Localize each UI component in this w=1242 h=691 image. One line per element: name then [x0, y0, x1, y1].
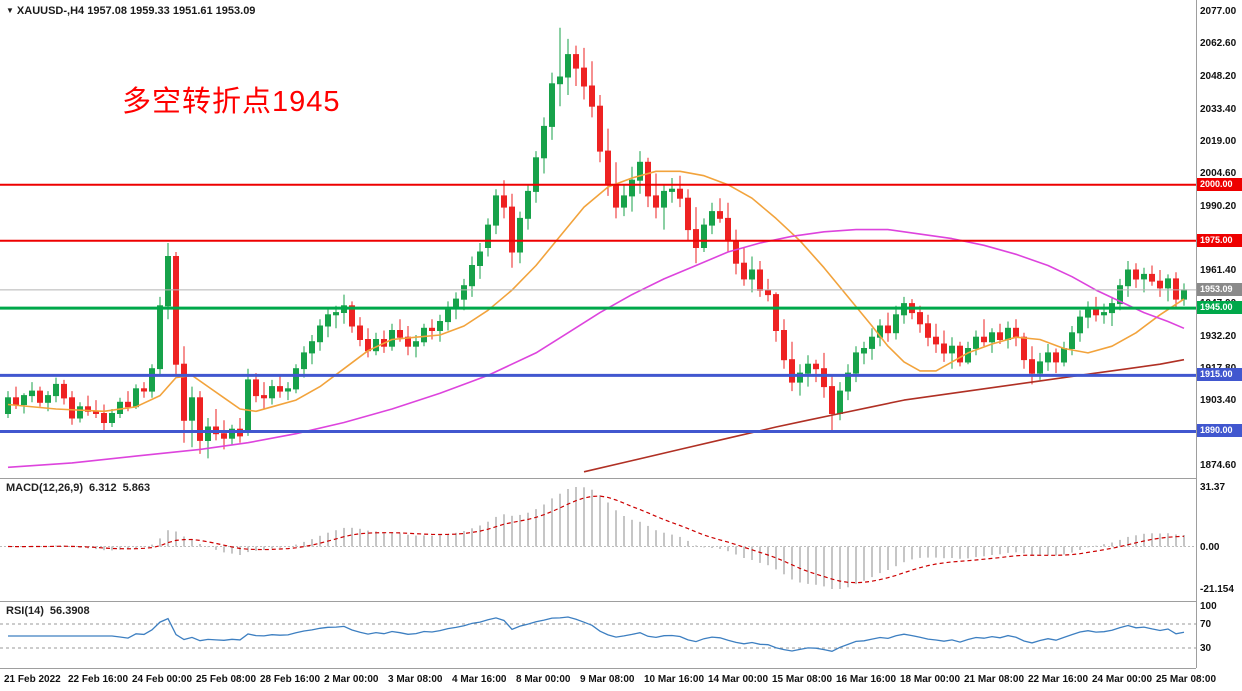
axis-tick-label: 1874.60 — [1200, 460, 1237, 471]
axis-tick-label: 30 — [1200, 643, 1212, 654]
axis-tick-label: 2062.60 — [1200, 38, 1237, 49]
macd-value-main: 6.312 — [89, 482, 117, 494]
price-level-badge: 1915.00 — [1197, 368, 1242, 381]
macd-signal-line — [7, 495, 1185, 584]
axis-tick-label: 2033.40 — [1200, 104, 1237, 115]
symbol-info-bar: ▼ XAUUSD-,H4 1957.08 1959.33 1951.61 1953… — [6, 5, 255, 17]
macd-plot[interactable] — [0, 479, 1196, 601]
chart-annotation-text: 多空转折点1945 — [122, 86, 341, 118]
price-level-badge: 1945.00 — [1197, 301, 1242, 314]
rsi-plot[interactable] — [0, 602, 1196, 668]
axis-tick-label: -21.154 — [1200, 584, 1234, 595]
macd-histogram — [15, 487, 1185, 589]
collapse-arrow-icon[interactable]: ▼ — [6, 6, 14, 15]
axis-tick-label: 1990.20 — [1200, 201, 1237, 212]
time-axis-label: 25 Mar 08:00 — [1156, 674, 1217, 685]
axis-tick-label: 31.37 — [1200, 482, 1226, 493]
time-axis[interactable]: 21 Feb 2022 22 Feb 16:00 24 Feb 00:00 25 Fe… — [0, 669, 1242, 691]
rsi-indicator-panel[interactable]: RSI(14) 56.3908 — [0, 602, 1196, 669]
time-axis-label: 15 Mar 08:00 — [772, 674, 833, 685]
time-axis-label: 22 Mar 16:00 — [1028, 674, 1089, 685]
axis-tick-label: 100 — [1200, 601, 1217, 612]
ma-mid-magenta — [7, 228, 1185, 469]
axis-tick-label: 70 — [1200, 619, 1212, 630]
macd-indicator-panel[interactable]: MACD(12,26,9) 6.312 5.863 — [0, 479, 1196, 602]
time-axis-label: 21 Mar 08:00 — [964, 674, 1025, 685]
price-chart-panel[interactable]: ▼ XAUUSD-,H4 1957.08 1959.33 1951.61 1953… — [0, 0, 1196, 479]
axis-tick-label: 0.00 — [1200, 542, 1220, 553]
time-axis-label: 21 Feb 2022 — [4, 674, 61, 685]
rsi-name: RSI(14) — [6, 605, 44, 617]
price-axis[interactable]: 2077.00 2062.60 2048.20 2033.40 2019.00 2004.… — [1196, 0, 1242, 668]
time-axis-label: 28 Feb 16:00 — [260, 674, 321, 685]
macd-indicator-label: MACD(12,26,9) 6.312 5.863 — [6, 482, 156, 494]
horizontal-levels-layer — [0, 183, 1196, 433]
time-axis-label: 24 Mar 00:00 — [1092, 674, 1153, 685]
candlestick-chart[interactable] — [0, 0, 1196, 478]
time-axis-label: 24 Feb 00:00 — [132, 674, 193, 685]
rsi-line — [8, 616, 1185, 652]
rsi-value: 56.3908 — [49, 605, 90, 617]
price-level-badge: 2000.00 — [1197, 178, 1242, 191]
axis-tick-label: 2077.00 — [1200, 6, 1237, 17]
axis-tick-label: 1903.40 — [1200, 395, 1237, 406]
moving-averages-layer — [7, 170, 1185, 473]
time-axis-label: 18 Mar 00:00 — [900, 674, 961, 685]
axis-tick-label: 2019.00 — [1200, 136, 1237, 147]
symbol-ohlc-text: XAUUSD-,H4 1957.08 1959.33 1951.61 1953.… — [16, 5, 256, 17]
ma-slow-darkred — [583, 358, 1185, 473]
time-axis-label: 25 Feb 08:00 — [196, 674, 257, 685]
macd-name: MACD(12,26,9) — [6, 482, 84, 494]
time-axis-label: 22 Feb 16:00 — [68, 674, 129, 685]
ma-fast-orange — [7, 170, 1185, 413]
time-axis-label: 4 Mar 16:00 — [452, 674, 507, 685]
price-level-badge: 1975.00 — [1197, 234, 1242, 247]
axis-tick-label: 1932.20 — [1200, 331, 1237, 342]
time-axis-label: 9 Mar 08:00 — [580, 674, 635, 685]
axis-tick-label: 2004.60 — [1200, 168, 1237, 179]
rsi-indicator-label: RSI(14) 56.3908 — [6, 605, 96, 617]
time-axis-label: 8 Mar 00:00 — [516, 674, 571, 685]
time-axis-label: 10 Mar 16:00 — [644, 674, 705, 685]
axis-tick-label: 2048.20 — [1200, 71, 1237, 82]
macd-value-signal: 5.863 — [122, 482, 151, 494]
time-axis-label: 3 Mar 08:00 — [388, 674, 443, 685]
time-axis-label: 2 Mar 00:00 — [324, 674, 379, 685]
axis-tick-label: 1961.40 — [1200, 265, 1237, 276]
price-level-badge: 1890.00 — [1197, 424, 1242, 437]
time-axis-label: 14 Mar 00:00 — [708, 674, 769, 685]
time-axis-label: 16 Mar 16:00 — [836, 674, 897, 685]
last-price-badge: 1953.09 — [1197, 283, 1242, 296]
